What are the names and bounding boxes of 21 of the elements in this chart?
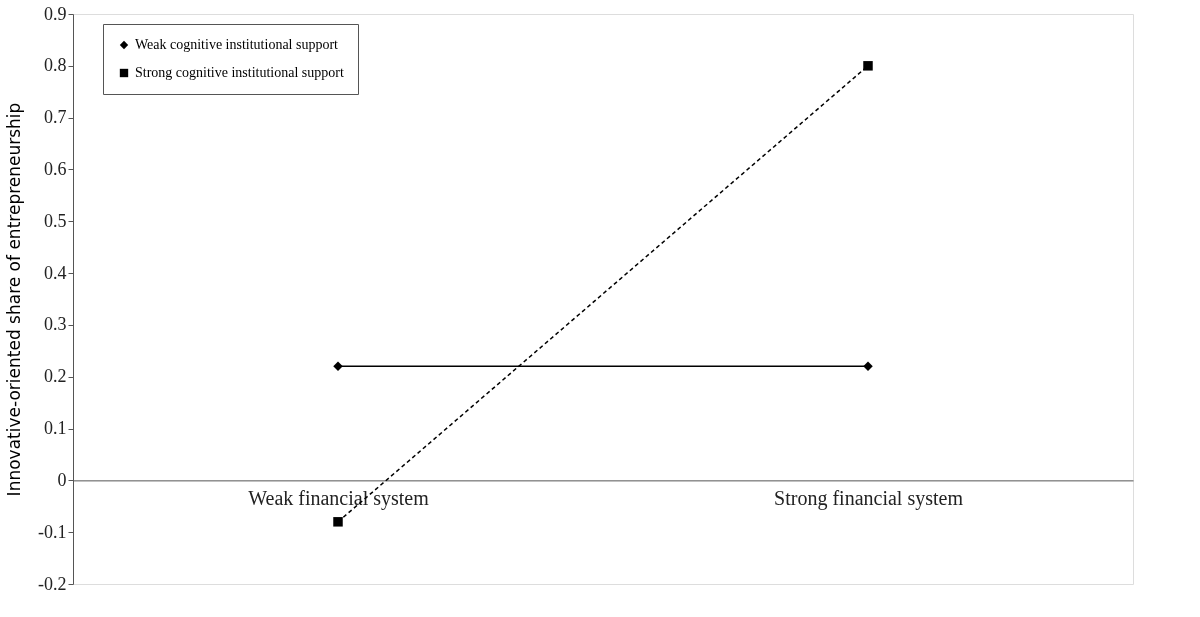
legend-label: Weak cognitive institutional support xyxy=(135,37,339,52)
y-tick-label: 0.1 xyxy=(44,418,67,439)
point xyxy=(863,361,873,372)
y-tick-label: 0.3 xyxy=(44,314,67,335)
point xyxy=(863,61,873,71)
y-tick-label: -0.1 xyxy=(38,521,67,542)
y-axis-title: Innovative-oriented share of entrepreneurship xyxy=(4,102,25,497)
y-tick-label: 0.4 xyxy=(44,262,67,283)
x-tick-label: Strong financial system xyxy=(774,486,964,510)
y-tick-label: 0.8 xyxy=(44,55,67,76)
y-tick-label: 0.6 xyxy=(44,158,67,179)
y-tick-label: 0.5 xyxy=(44,210,67,231)
point xyxy=(333,517,343,527)
y-tick-label: 0.2 xyxy=(44,366,67,387)
x-tick-label: Weak financial system xyxy=(248,486,430,510)
y-tick-label: 0.9 xyxy=(44,3,67,24)
legend-label: Strong cognitive institutional support xyxy=(135,65,344,80)
y-tick-label: -0.2 xyxy=(38,573,67,594)
y-tick-label: 0 xyxy=(57,469,67,490)
point xyxy=(333,361,343,372)
y-tick-label: 0.7 xyxy=(44,107,67,128)
